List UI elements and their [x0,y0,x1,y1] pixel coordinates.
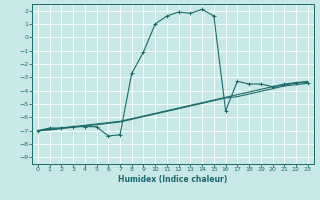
X-axis label: Humidex (Indice chaleur): Humidex (Indice chaleur) [118,175,228,184]
